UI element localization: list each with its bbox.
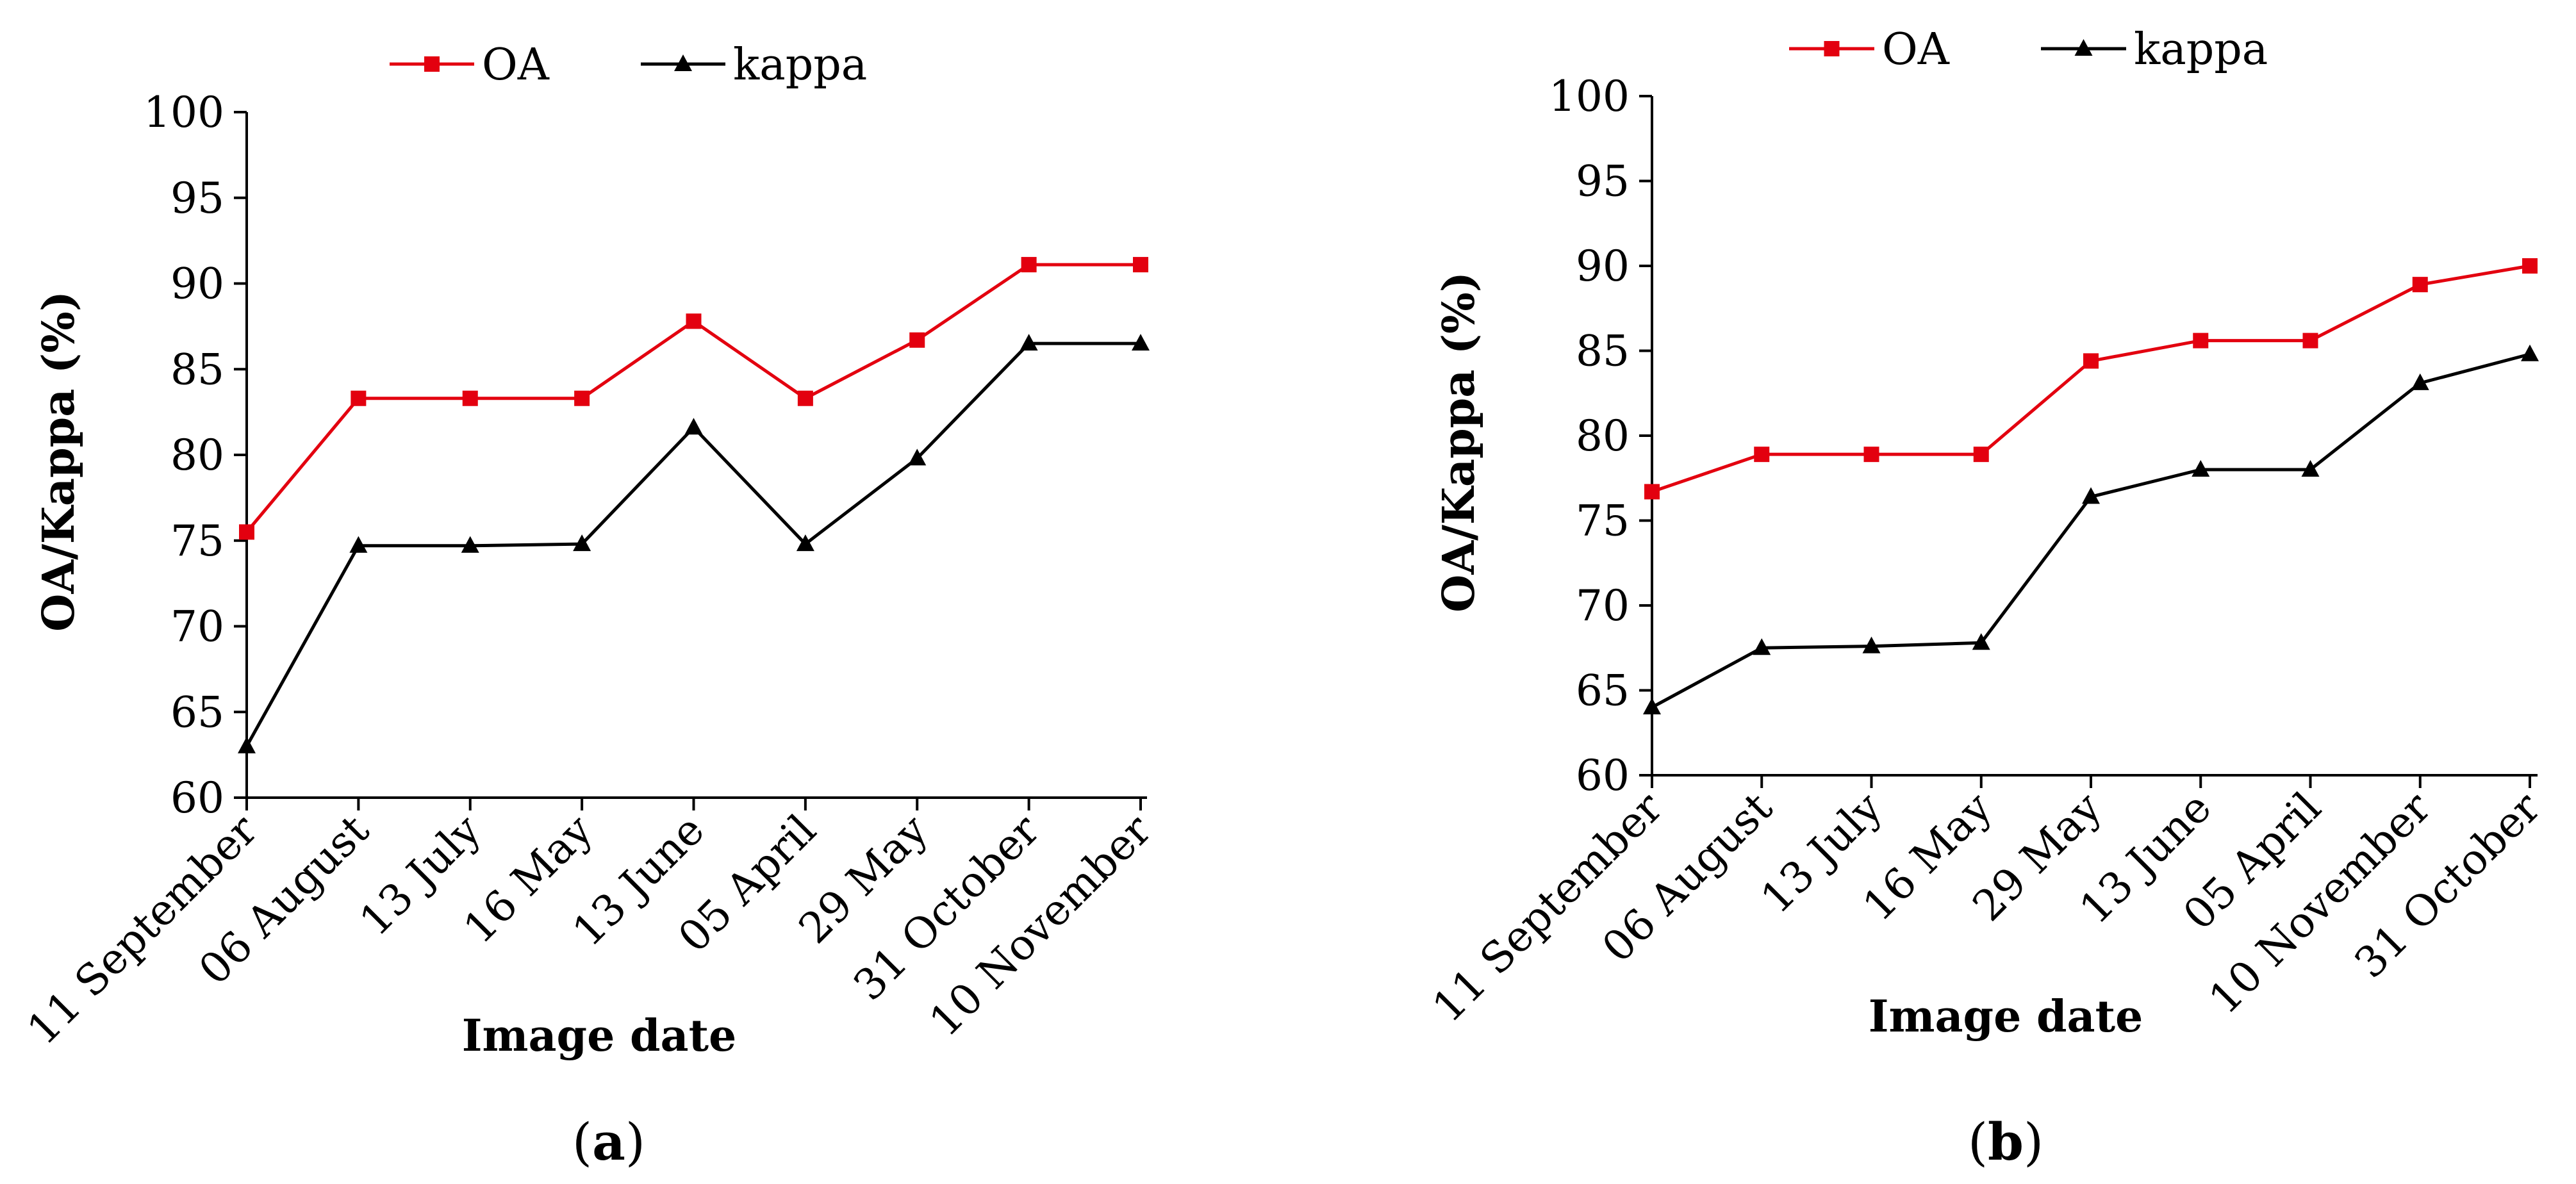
y-tick-label: 75 — [1576, 497, 1630, 546]
oa-point — [1133, 257, 1148, 273]
y-tick-label: 85 — [170, 345, 224, 394]
series-line-oa — [1651, 264, 2531, 493]
y-axis-title: OA/Kappa (%) — [1433, 272, 1485, 613]
panel-letter: a — [592, 1112, 625, 1172]
y-tick-label: 90 — [1576, 242, 1630, 291]
oa-point — [797, 390, 813, 406]
kappa-point — [1972, 633, 1990, 650]
x-axis-title: Image date — [462, 1010, 737, 1062]
oa-point — [1863, 447, 1879, 463]
oa-point — [2522, 258, 2538, 274]
legend-oa-marker — [424, 56, 440, 72]
oa-point — [574, 390, 590, 406]
series-line-oa — [245, 263, 1141, 533]
y-tick-label: 70 — [170, 602, 224, 652]
kappa-point — [796, 534, 814, 552]
legend-kappa-marker — [2074, 39, 2093, 56]
oa-point — [2083, 353, 2099, 369]
oa-point — [239, 524, 254, 540]
kappa-point — [684, 418, 703, 435]
kappa-point — [2521, 344, 2539, 361]
y-tick-label: 100 — [1549, 72, 1630, 121]
legend-oa-label: OA — [1882, 24, 1950, 75]
panel-paren-close: ) — [625, 1112, 645, 1172]
kappa-point — [1132, 334, 1150, 351]
panel-paren-open: ( — [1968, 1112, 1988, 1172]
oa-point — [909, 332, 925, 348]
y-tick-label: 75 — [170, 516, 224, 566]
oa-point — [1754, 447, 1770, 463]
legend-kappa-marker — [674, 54, 692, 71]
panel-paren-close: ) — [2024, 1112, 2043, 1172]
y-tick-label: 95 — [1576, 157, 1630, 206]
y-tick-label: 80 — [1576, 411, 1630, 461]
y-tick-label: 60 — [1576, 751, 1630, 800]
oa-point — [1644, 484, 1660, 500]
kappa-point — [1020, 334, 1038, 351]
kappa-point — [1643, 698, 1661, 714]
y-tick-label: 90 — [170, 259, 224, 309]
y-tick-label: 65 — [1576, 666, 1630, 716]
y-axis-title: OA/Kappa (%) — [33, 291, 85, 632]
series-line-kappa — [245, 341, 1141, 747]
legend-oa-marker — [1824, 41, 1840, 56]
legend-oa-label: OA — [482, 40, 550, 90]
y-tick-label: 100 — [144, 88, 224, 137]
kappa-point — [2192, 460, 2210, 477]
x-axis-title: Image date — [1869, 991, 2143, 1042]
y-tick-label: 80 — [170, 431, 224, 480]
kappa-point — [1753, 638, 1771, 655]
kappa-point — [2301, 460, 2320, 477]
oa-point — [462, 390, 478, 406]
oa-point — [2412, 277, 2428, 293]
kappa-point — [2082, 487, 2100, 504]
oa-point — [1021, 257, 1037, 273]
legend-kappa-label: kappa — [2134, 24, 2268, 75]
y-tick-label: 85 — [1576, 327, 1630, 376]
kappa-point — [2411, 373, 2429, 390]
kappa-point — [461, 536, 479, 553]
panel-paren-open: ( — [572, 1112, 592, 1172]
y-tick-label: 65 — [170, 687, 224, 737]
y-tick-label: 95 — [170, 174, 224, 223]
panel-letter: b — [1988, 1112, 2024, 1172]
kappa-point — [1862, 636, 1881, 654]
series-line-kappa — [1651, 352, 2531, 709]
panel-label: (b) — [1968, 1112, 2043, 1172]
y-tick-label: 70 — [1576, 581, 1630, 630]
kappa-point — [573, 534, 591, 552]
legend-kappa-label: kappa — [733, 40, 867, 90]
kappa-point — [908, 448, 927, 466]
oa-point — [2302, 333, 2318, 349]
kappa-point — [238, 736, 256, 753]
panel-label: (a) — [572, 1112, 645, 1172]
oa-point — [686, 313, 702, 329]
oa-point — [2193, 333, 2209, 349]
kappa-point — [349, 536, 368, 553]
oa-point — [1973, 447, 1989, 463]
oa-point — [351, 390, 367, 406]
y-tick-label: 60 — [170, 773, 224, 823]
